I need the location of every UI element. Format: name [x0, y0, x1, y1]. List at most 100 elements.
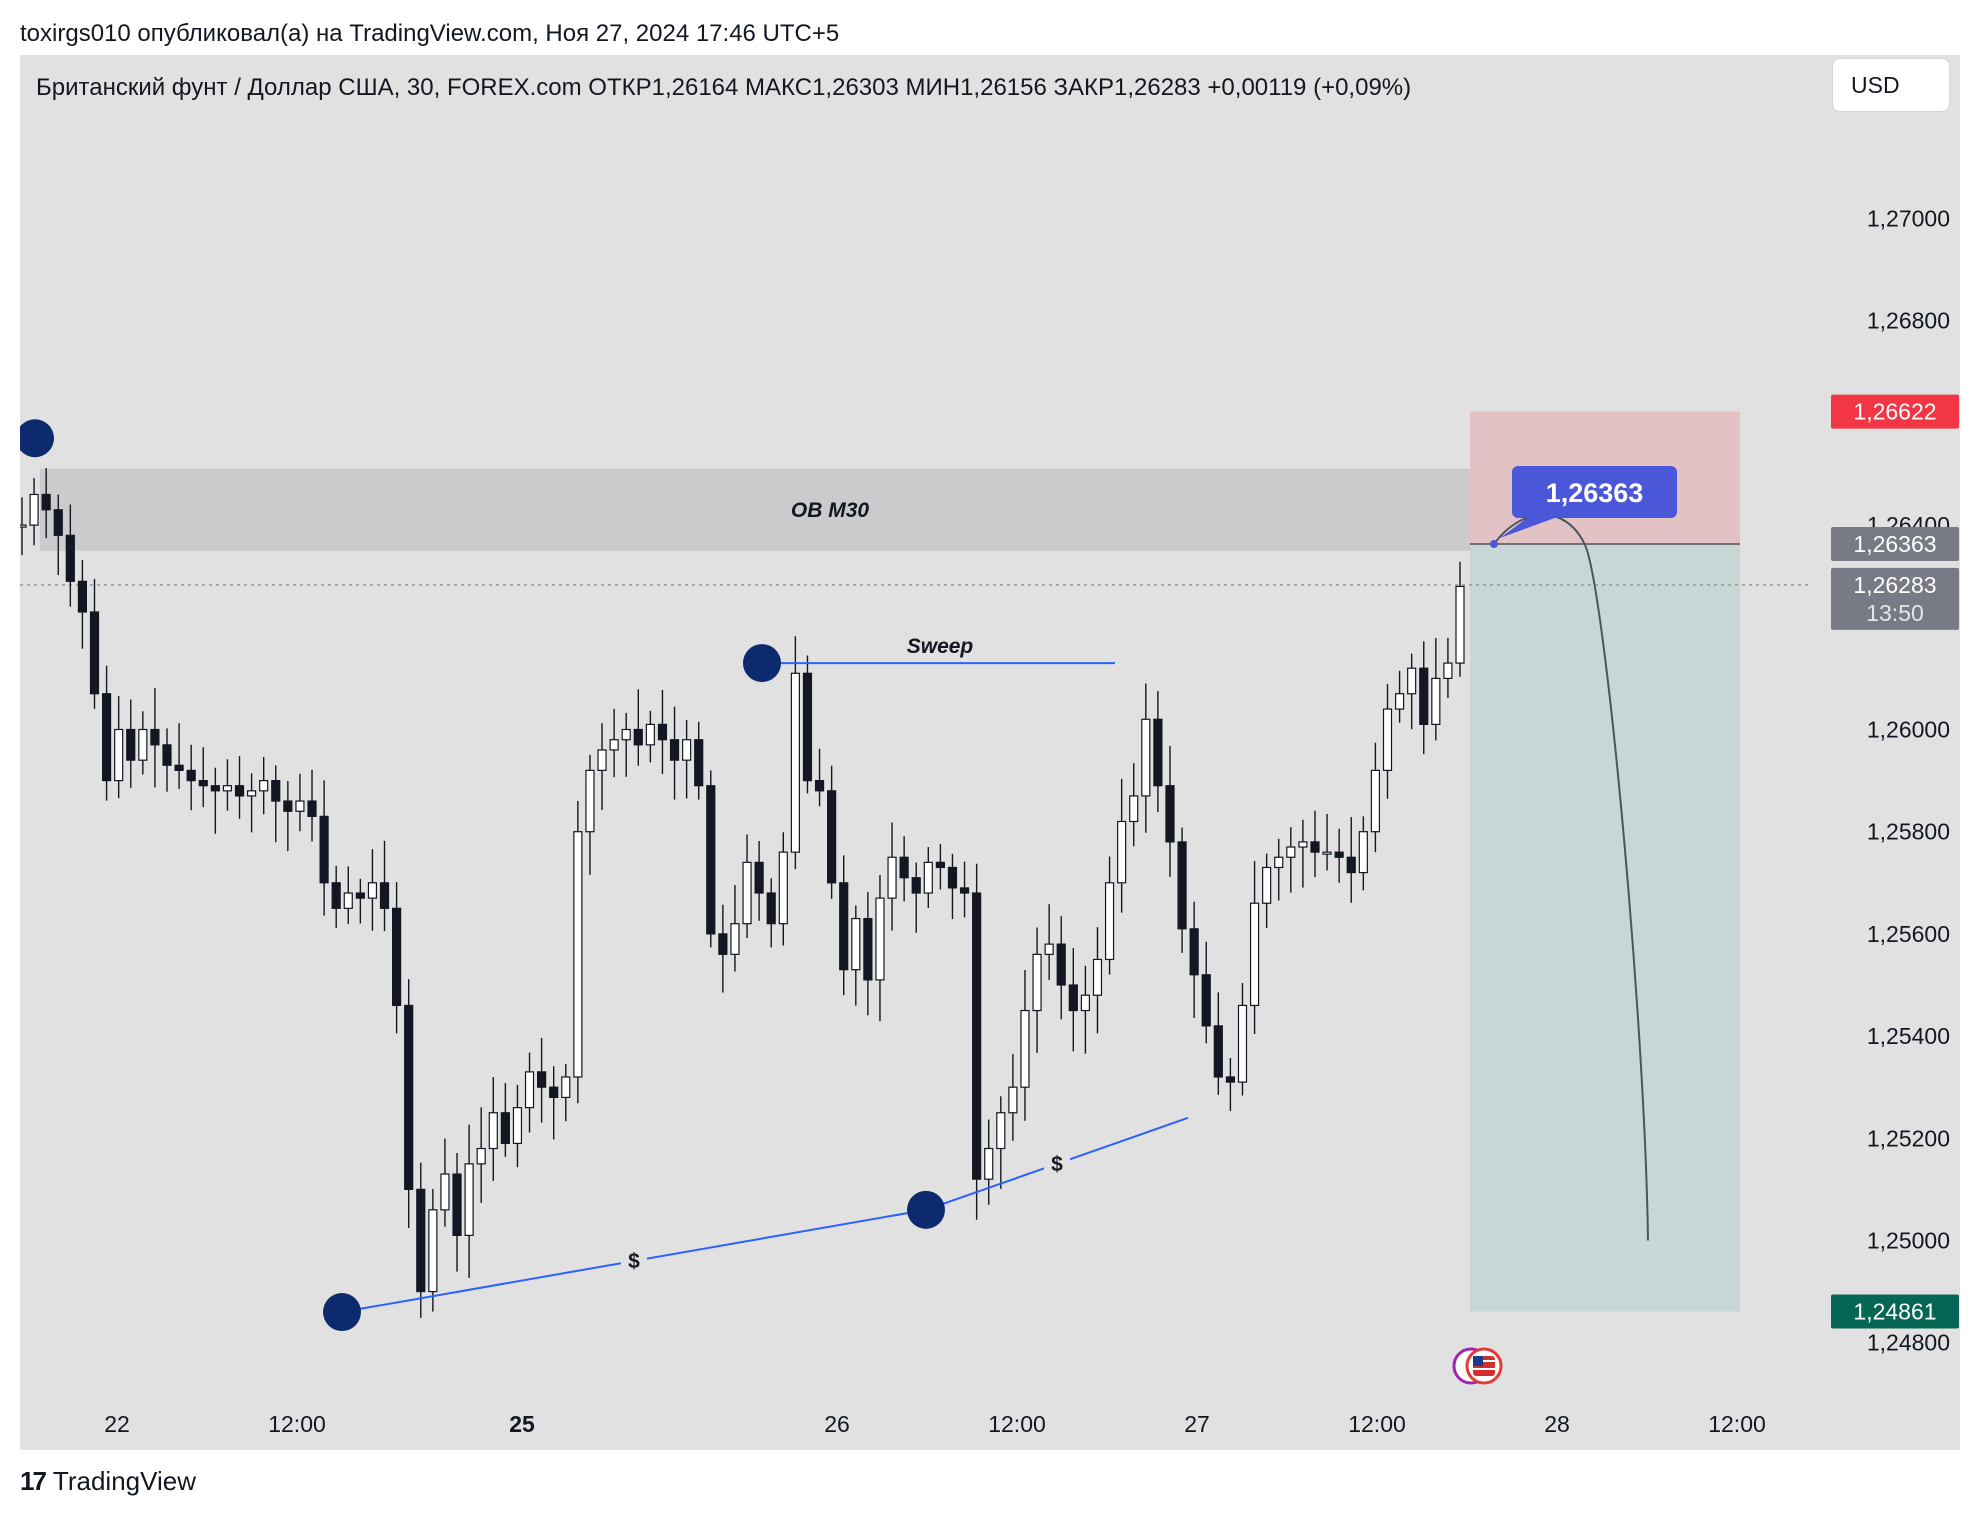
- candle-body: [899, 856, 909, 879]
- time-tick-label: 22: [104, 1411, 130, 1437]
- candle-body: [814, 780, 825, 792]
- time-axis[interactable]: 22 12:00 25 26 12:00 27 12:00 28 12:00: [104, 1411, 1766, 1437]
- pivot-low-1[interactable]: [323, 1293, 361, 1332]
- candle-body: [20, 524, 27, 528]
- price-chart[interactable]: OB M30 Sweep $ $ 1,26363 1,27000 1,26800 1…: [20, 55, 1960, 1450]
- take-profit-zone[interactable]: [1470, 544, 1740, 1312]
- candle-body: [355, 892, 365, 899]
- candle-body: [1092, 958, 1103, 996]
- candle-body: [1262, 866, 1272, 904]
- chart-area[interactable]: OB M30 Sweep $ $ 1,26363 1,27000 1,26800 1…: [20, 55, 1960, 1450]
- brand-name: TradingView: [52, 1466, 196, 1496]
- candle-body: [827, 790, 837, 884]
- candle-body: [512, 1107, 523, 1145]
- stop-price-text: 1,26622: [1853, 399, 1936, 425]
- pivot-sweep-high[interactable]: [743, 644, 781, 683]
- candle-body: [77, 580, 88, 613]
- stop-price-tag: [1831, 394, 1959, 429]
- candle-body: [428, 1209, 438, 1293]
- candle-body: [222, 785, 233, 792]
- candle-body: [331, 882, 341, 909]
- candle-body: [283, 800, 293, 812]
- price-tick-label: 1,26800: [1867, 308, 1950, 334]
- candle-body: [1394, 693, 1405, 710]
- candle-body: [537, 1071, 547, 1088]
- price-tick-label: 1,25400: [1867, 1023, 1950, 1049]
- candle-body: [1274, 856, 1284, 869]
- candle-body: [1189, 928, 1199, 976]
- candle-body: [959, 887, 970, 894]
- dollar-2-bg: [1044, 1150, 1070, 1177]
- candle-body: [524, 1071, 535, 1109]
- candle-body: [609, 739, 619, 751]
- candle-body: [1237, 1004, 1248, 1083]
- candle-body: [984, 1147, 994, 1180]
- price-tick-label: 1,25000: [1867, 1227, 1950, 1253]
- ob-zone[interactable]: [40, 468, 1618, 551]
- time-tick-label: 12:00: [268, 1411, 326, 1437]
- candle-body: [875, 897, 885, 981]
- candle-body: [307, 800, 317, 817]
- candle-body: [114, 728, 124, 782]
- candle-body: [1020, 1009, 1030, 1088]
- candle-body: [730, 923, 740, 955]
- price-axis[interactable]: 1,270001,268001,264001,260001,258001,256…: [1867, 206, 1950, 1356]
- candle-body: [210, 785, 220, 792]
- candle-body: [645, 723, 655, 746]
- candle-body: [573, 831, 583, 1078]
- candle-body: [839, 882, 849, 971]
- price-tick-label: 1,25600: [1867, 921, 1950, 947]
- candle-body: [585, 769, 595, 833]
- candle-body: [65, 534, 75, 582]
- candle-body: [1382, 708, 1393, 771]
- candle-body: [923, 861, 933, 894]
- pivot-top-left[interactable]: [20, 419, 54, 458]
- candle-body: [162, 744, 172, 766]
- candle-body: [1286, 846, 1296, 858]
- tradingview-logo-icon: 17: [20, 1466, 47, 1496]
- candle-body: [1322, 851, 1332, 855]
- candle-body: [464, 1163, 474, 1236]
- candle-body: [633, 728, 643, 746]
- candle-body: [1165, 785, 1175, 843]
- entry-bubble-tail: [1500, 516, 1560, 539]
- candle-body: [561, 1076, 571, 1099]
- last-price-text: 1,26283: [1853, 572, 1936, 598]
- candle-body: [440, 1173, 450, 1211]
- time-tick-label: 12:00: [988, 1411, 1046, 1437]
- candle-body: [246, 790, 257, 797]
- entry-bubble[interactable]: [1512, 466, 1677, 519]
- candle-body: [621, 728, 631, 741]
- candle-body: [549, 1086, 559, 1099]
- candle-body: [1455, 585, 1465, 664]
- target-price-text: 1,24861: [1853, 1299, 1936, 1325]
- time-tick-label: 12:00: [1348, 1411, 1406, 1437]
- candle-body: [476, 1147, 486, 1165]
- candle-body: [1431, 677, 1441, 725]
- candle-body: [1177, 841, 1187, 930]
- candle-body: [53, 509, 63, 536]
- candle-body: [972, 892, 982, 1180]
- price-tick-label: 1,24800: [1867, 1330, 1950, 1356]
- candle-body: [1104, 882, 1115, 961]
- entry-dot[interactable]: [1490, 540, 1498, 549]
- candle-body: [863, 917, 873, 981]
- pivot-low-2[interactable]: [907, 1190, 945, 1229]
- candle-body: [416, 1188, 426, 1293]
- price-tick-label: 1,25200: [1867, 1125, 1950, 1151]
- dollar-label-2: $: [1051, 1153, 1063, 1176]
- candle-body: [694, 739, 704, 787]
- candle-body: [1310, 841, 1320, 853]
- symbol-info: Британский фунт / Доллар США, 30, FOREX.…: [36, 74, 1412, 101]
- candle-body: [1334, 851, 1344, 858]
- candle-body: [404, 1004, 414, 1190]
- candle-body: [1443, 662, 1453, 680]
- price-tick-label: 1,26000: [1867, 717, 1950, 743]
- candle-body: [1249, 902, 1260, 1007]
- candle-body: [802, 672, 813, 782]
- candles-group: [20, 468, 1465, 1318]
- currency-button[interactable]: USD: [1832, 58, 1950, 112]
- candle-body: [234, 785, 245, 797]
- time-tick-label: 12:00: [1708, 1411, 1766, 1437]
- economic-events-icon[interactable]: [1452, 1347, 1503, 1385]
